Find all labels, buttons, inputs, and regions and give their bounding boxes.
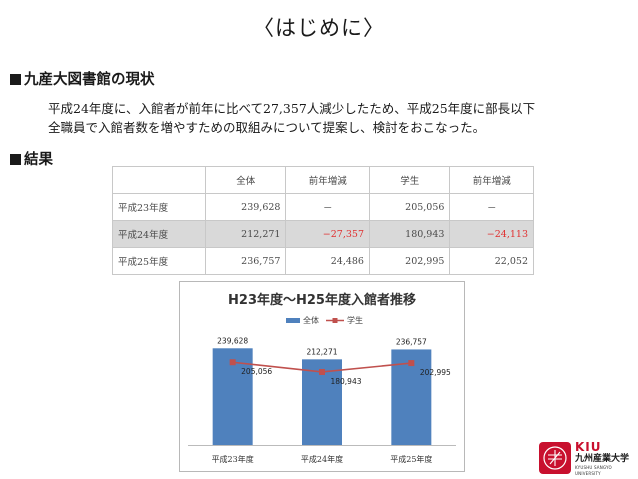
point-student	[408, 360, 415, 367]
cell-total: 236,757	[204, 247, 287, 275]
intro-paragraph-line-1: 平成24年度に、入館者が前年に比べて27,357人減少したため、平成25年度に部…	[48, 101, 536, 116]
legend-marker-student	[332, 318, 338, 323]
cell-student: 202,995	[368, 247, 451, 275]
section-heading-status-text: 九産大図書館の現状	[24, 72, 155, 88]
logo-name-en: KYUSHU SANGYO UNIVERSITY	[575, 465, 612, 476]
square-bullet-icon	[10, 74, 21, 85]
x-tick-label: 平成25年度	[390, 454, 432, 464]
cell-total: 212,271	[204, 220, 287, 248]
table-header-blank	[112, 166, 206, 194]
legend-label-student: 学生	[347, 315, 363, 325]
row-label: 平成25年度	[112, 247, 206, 275]
section-heading-results: 結果	[10, 148, 53, 169]
section-heading-status: 九産大図書館の現状	[10, 68, 155, 89]
row-label: 平成24年度	[112, 220, 206, 248]
cell-total-diff: 24,486	[285, 247, 370, 275]
table-header-student-diff: 前年増減	[449, 166, 534, 194]
data-label-total: 236,757	[396, 337, 427, 346]
table-row: 平成25年度 236,757 24,486 202,995 22,052	[112, 247, 534, 275]
data-label-student: 205,056	[241, 367, 272, 376]
intro-paragraph-line-2: 全職員で入館者数を増やすための取組みについて提案し、検討をおこなった。	[48, 120, 486, 135]
cell-student-diff: 22,052	[449, 247, 534, 275]
table-header-total: 全体	[204, 166, 287, 194]
point-student	[319, 368, 325, 375]
table-row: 平成24年度 212,271 −27,357 180,943 −24,113	[112, 220, 534, 248]
university-logo	[539, 442, 571, 474]
cell-student: 205,056	[368, 193, 451, 221]
data-label-student: 202,995	[420, 368, 451, 377]
square-bullet-icon	[10, 154, 21, 165]
table-header-student: 学生	[368, 166, 451, 194]
intro-paragraph: 平成24年度に、入館者が前年に比べて27,357人減少したため、平成25年度に部…	[48, 99, 608, 137]
point-student	[229, 359, 236, 366]
university-name: KIU 九州産業大学 KYUSHU SANGYO UNIVERSITY	[575, 441, 638, 477]
x-tick-label: 平成24年度	[301, 454, 343, 464]
logo-abbr: KIU	[575, 440, 602, 454]
cell-student-diff: －	[449, 193, 534, 221]
table-row: 平成23年度 239,628 － 205,056 －	[112, 193, 534, 221]
row-label: 平成23年度	[112, 193, 206, 221]
cell-student-diff: −24,113	[449, 220, 534, 248]
page-title: 〈はじめに〉	[253, 16, 385, 40]
visitors-chart: H23年度～H25年度入館者推移全体 学生 239,628 212,271 236,75…	[179, 281, 465, 472]
cell-total-diff: －	[285, 193, 370, 221]
cell-student: 180,943	[368, 220, 451, 248]
legend-label-total: 全体	[303, 315, 319, 325]
cell-total: 239,628	[204, 193, 287, 221]
data-label-total: 239,628	[217, 336, 248, 345]
table-header-total-diff: 前年増減	[285, 166, 370, 194]
visitors-table: 全体 前年増減 学生 前年増減 平成23年度 239,628 － 205,056…	[112, 166, 534, 275]
data-label-total: 212,271	[306, 347, 337, 356]
chart-title: H23年度～H25年度入館者推移	[228, 292, 416, 308]
table-header-row: 全体 前年増減 学生 前年増減	[112, 166, 534, 194]
section-heading-results-text: 結果	[24, 152, 53, 168]
legend-swatch-total	[286, 318, 300, 323]
cell-total-diff: −27,357	[285, 220, 370, 248]
data-label-student: 180,943	[330, 377, 361, 386]
x-tick-label: 平成23年度	[212, 454, 254, 464]
logo-name-jp: 九州産業大学	[575, 454, 630, 464]
